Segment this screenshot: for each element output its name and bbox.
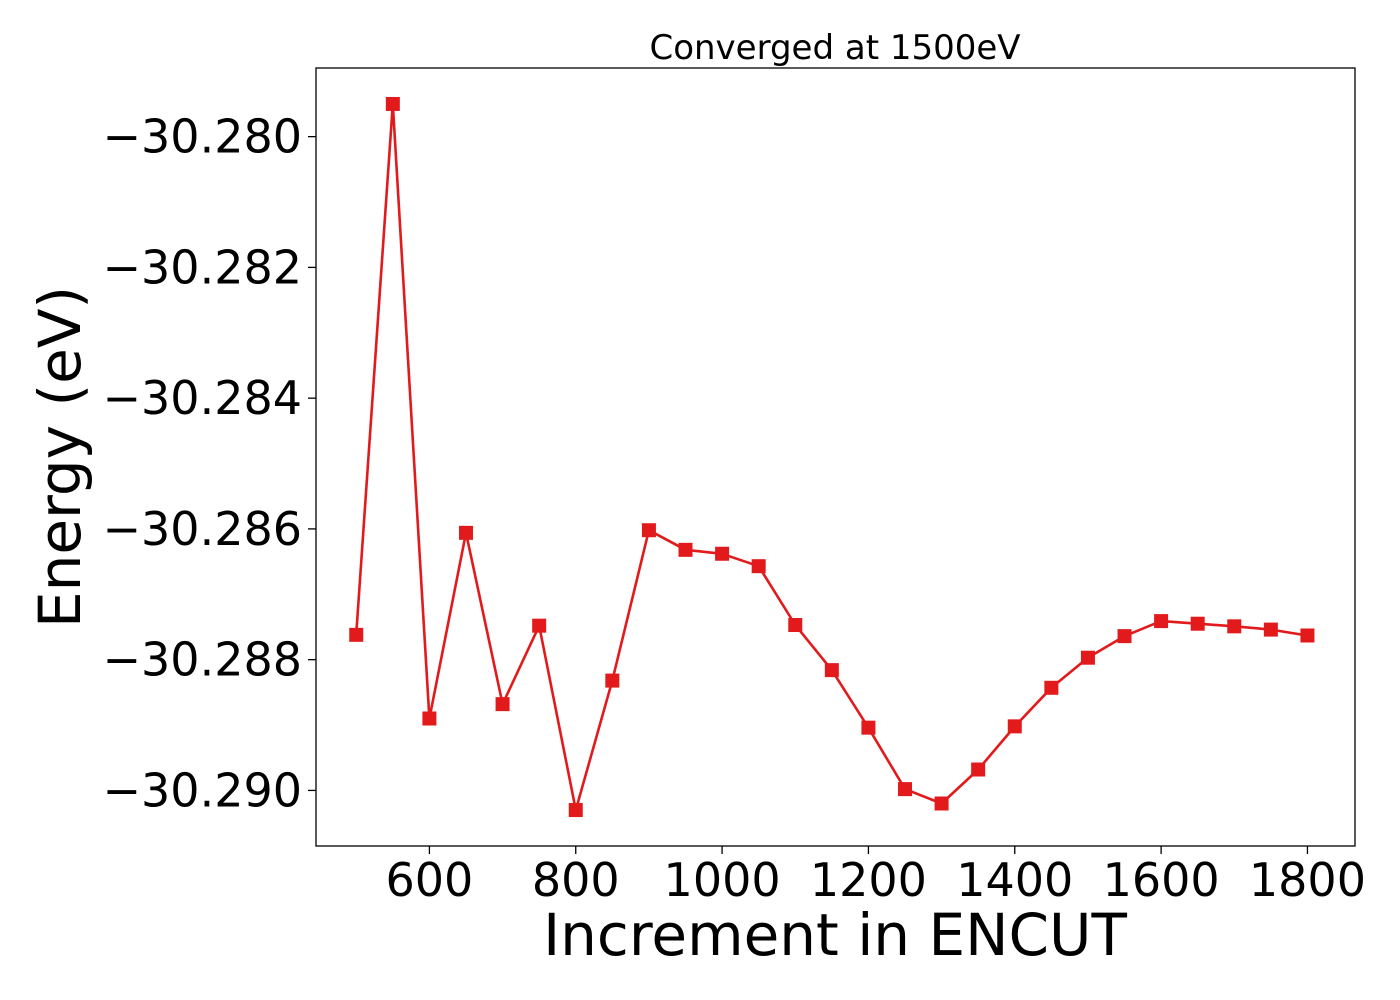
y-tick-label: −30.280 (103, 110, 303, 164)
data-point (568, 803, 583, 818)
data-point (678, 542, 693, 557)
y-axis-title: Energy (eV) (26, 286, 94, 628)
plot-layer (349, 96, 1315, 818)
data-point (788, 618, 803, 633)
data-point (715, 546, 730, 561)
data-point (1190, 616, 1205, 631)
chart-title: Converged at 1500eV (649, 28, 1020, 68)
data-point (532, 618, 547, 633)
data-point (971, 762, 986, 777)
data-point (495, 697, 510, 712)
data-point (1154, 614, 1169, 629)
x-tick-label: 600 (386, 853, 474, 907)
data-point (605, 673, 620, 688)
data-point (1263, 622, 1278, 637)
data-point (422, 711, 437, 726)
data-point (641, 523, 656, 538)
y-tick-label: −30.290 (103, 763, 303, 817)
data-point (934, 796, 949, 811)
y-tick-label: −30.286 (103, 502, 303, 556)
x-tick-label: 1400 (956, 853, 1073, 907)
data-point (1044, 680, 1059, 695)
plot-frame (315, 67, 1356, 847)
data-point (385, 96, 400, 111)
x-axis: 600 800 1000 1200 1400 1600 1800 (386, 846, 1366, 907)
data-point (458, 525, 473, 540)
x-tick-label: 1600 (1103, 853, 1220, 907)
data-point (898, 782, 913, 797)
y-tick-label: −30.288 (103, 633, 303, 687)
data-point (861, 720, 876, 735)
data-point (1007, 719, 1022, 734)
x-tick-label: 1800 (1249, 853, 1366, 907)
y-tick-label: −30.284 (103, 371, 303, 425)
data-point (1117, 629, 1132, 644)
data-point (1227, 619, 1242, 634)
data-point (751, 559, 766, 574)
y-tick-label: −30.282 (103, 240, 303, 294)
x-tick-label: 800 (532, 853, 620, 907)
x-tick-label: 1000 (664, 853, 781, 907)
data-point (1080, 650, 1095, 665)
data-point (1300, 628, 1315, 643)
x-axis-title: Increment in ENCUT (543, 901, 1127, 969)
data-point (824, 663, 839, 678)
x-tick-label: 1200 (810, 853, 927, 907)
data-point (349, 627, 364, 642)
y-axis: −30.280 −30.282 −30.284 −30.286 −30.288 −30.2… (103, 110, 316, 817)
